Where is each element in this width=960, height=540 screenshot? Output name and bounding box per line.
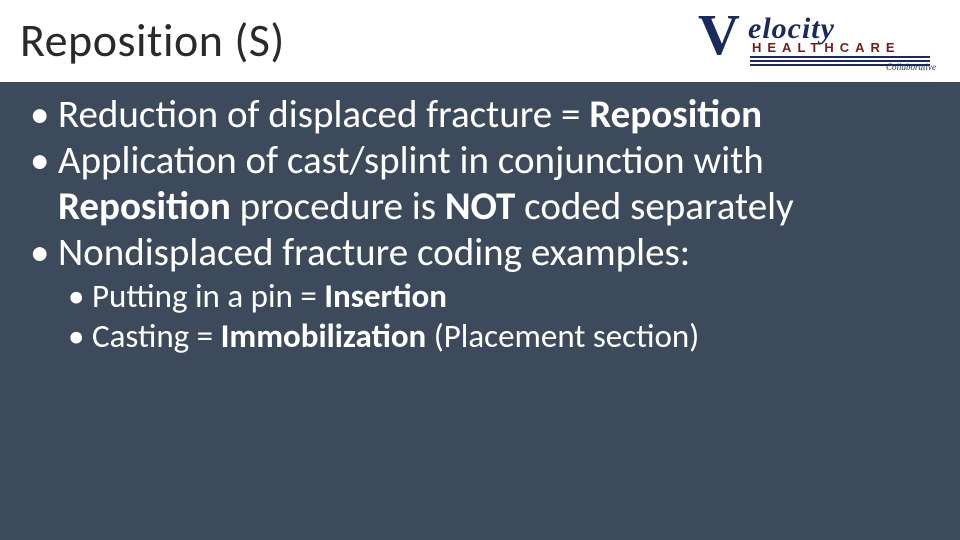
bullet-3-1-part-a: Putting in a pin =	[92, 276, 324, 316]
bullet-dot-icon: •	[30, 92, 58, 138]
bullet-1-bold: Reposition	[589, 91, 762, 138]
slide-title: Reposition (S)	[20, 13, 285, 69]
bullet-3-2-text: Casting = Immobilization (Placement sect…	[92, 318, 930, 356]
slide-body: • Reduction of displaced fracture = Repo…	[0, 82, 960, 356]
bullet-3-2-part-c: (Placement section)	[426, 316, 699, 356]
velocity-logo: V elocity HEALTHCARE Collaborative	[692, 10, 940, 72]
bullet-2-part-a: Application of cast/splint in conjunctio…	[58, 137, 764, 184]
bullet-3: • Nondisplaced fracture coding examples:	[30, 230, 930, 276]
bullet-3-1-bold: Insertion	[324, 276, 447, 316]
bullet-3-2: • Casting = Immobilization (Placement se…	[30, 318, 930, 356]
logo-healthcare-text: HEALTHCARE	[752, 40, 901, 55]
slide-header: Reposition (S) V elocity HEALTHCARE Coll…	[0, 0, 960, 82]
logo-collaborative-text: Collaborative	[886, 62, 936, 72]
bullet-3-text: Nondisplaced fracture coding examples:	[58, 230, 930, 276]
bullet-1-part-a: Reduction of displaced fracture =	[58, 91, 589, 138]
bullet-2-bold-1: Reposition	[58, 183, 231, 230]
bullet-2-part-c: procedure is	[231, 183, 445, 230]
bullet-2-bold-2: NOT	[445, 183, 516, 230]
bullet-3-2-bold: Immobilization	[221, 316, 427, 356]
logo-v-glyph: V	[698, 6, 740, 64]
bullet-dot-icon: •	[30, 230, 58, 276]
bullet-3-2-part-a: Casting =	[92, 316, 221, 356]
bullet-dot-icon: •	[68, 278, 92, 316]
bullet-2-part-e: coded separately	[515, 183, 793, 230]
bullet-dot-icon: •	[68, 318, 92, 356]
bullet-3-1: • Putting in a pin = Insertion	[30, 278, 930, 316]
bullet-2: • Application of cast/splint in conjunct…	[30, 138, 930, 230]
bullet-1-text: Reduction of displaced fracture = Reposi…	[58, 92, 930, 138]
bullet-2-text: Application of cast/splint in conjunctio…	[58, 138, 930, 230]
bullet-1: • Reduction of displaced fracture = Repo…	[30, 92, 930, 138]
bullet-3-1-text: Putting in a pin = Insertion	[92, 278, 930, 316]
bullet-dot-icon: •	[30, 138, 58, 230]
